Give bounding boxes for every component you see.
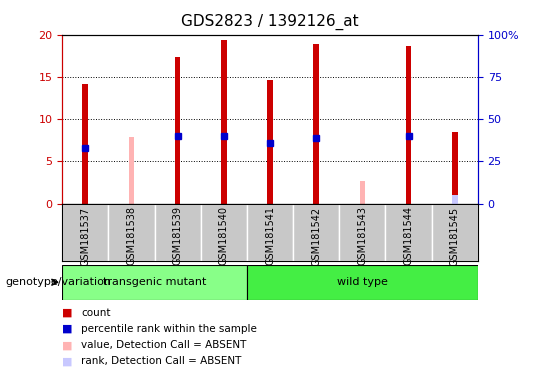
Text: GSM181543: GSM181543 bbox=[357, 207, 367, 265]
Text: GSM181538: GSM181538 bbox=[126, 207, 137, 265]
Bar bbox=[109, 204, 154, 261]
Bar bbox=[154, 204, 201, 261]
Text: wild type: wild type bbox=[337, 277, 388, 287]
Bar bbox=[406, 46, 411, 204]
Bar bbox=[452, 132, 457, 204]
Bar bbox=[62, 204, 109, 261]
Bar bbox=[386, 204, 431, 261]
Text: ■: ■ bbox=[62, 356, 72, 366]
Bar bbox=[247, 265, 478, 300]
Text: GSM181540: GSM181540 bbox=[219, 207, 229, 265]
Text: GSM181539: GSM181539 bbox=[173, 207, 183, 265]
Bar bbox=[431, 204, 478, 261]
Text: GSM181545: GSM181545 bbox=[450, 207, 460, 265]
Bar bbox=[175, 57, 180, 204]
Text: GSM181541: GSM181541 bbox=[265, 207, 275, 265]
Text: GDS2823 / 1392126_at: GDS2823 / 1392126_at bbox=[181, 13, 359, 30]
Text: ■: ■ bbox=[62, 324, 72, 334]
Text: ■: ■ bbox=[62, 308, 72, 318]
Text: count: count bbox=[81, 308, 111, 318]
Bar bbox=[221, 40, 227, 204]
Bar bbox=[313, 44, 319, 204]
Text: ■: ■ bbox=[62, 340, 72, 350]
Bar bbox=[83, 84, 88, 204]
Bar bbox=[339, 204, 386, 261]
Text: GSM181537: GSM181537 bbox=[80, 207, 90, 265]
Bar bbox=[452, 195, 457, 204]
Text: rank, Detection Call = ABSENT: rank, Detection Call = ABSENT bbox=[81, 356, 241, 366]
Text: GSM181544: GSM181544 bbox=[403, 207, 414, 265]
Text: value, Detection Call = ABSENT: value, Detection Call = ABSENT bbox=[81, 340, 246, 350]
Bar bbox=[293, 204, 339, 261]
Text: transgenic mutant: transgenic mutant bbox=[103, 277, 206, 287]
Bar bbox=[62, 265, 247, 300]
Bar bbox=[247, 204, 293, 261]
Bar bbox=[267, 80, 273, 204]
Text: genotype/variation: genotype/variation bbox=[5, 277, 111, 287]
Bar bbox=[201, 204, 247, 261]
Text: GSM181542: GSM181542 bbox=[311, 207, 321, 265]
Bar bbox=[129, 137, 134, 204]
Bar bbox=[360, 181, 365, 204]
Text: percentile rank within the sample: percentile rank within the sample bbox=[81, 324, 257, 334]
